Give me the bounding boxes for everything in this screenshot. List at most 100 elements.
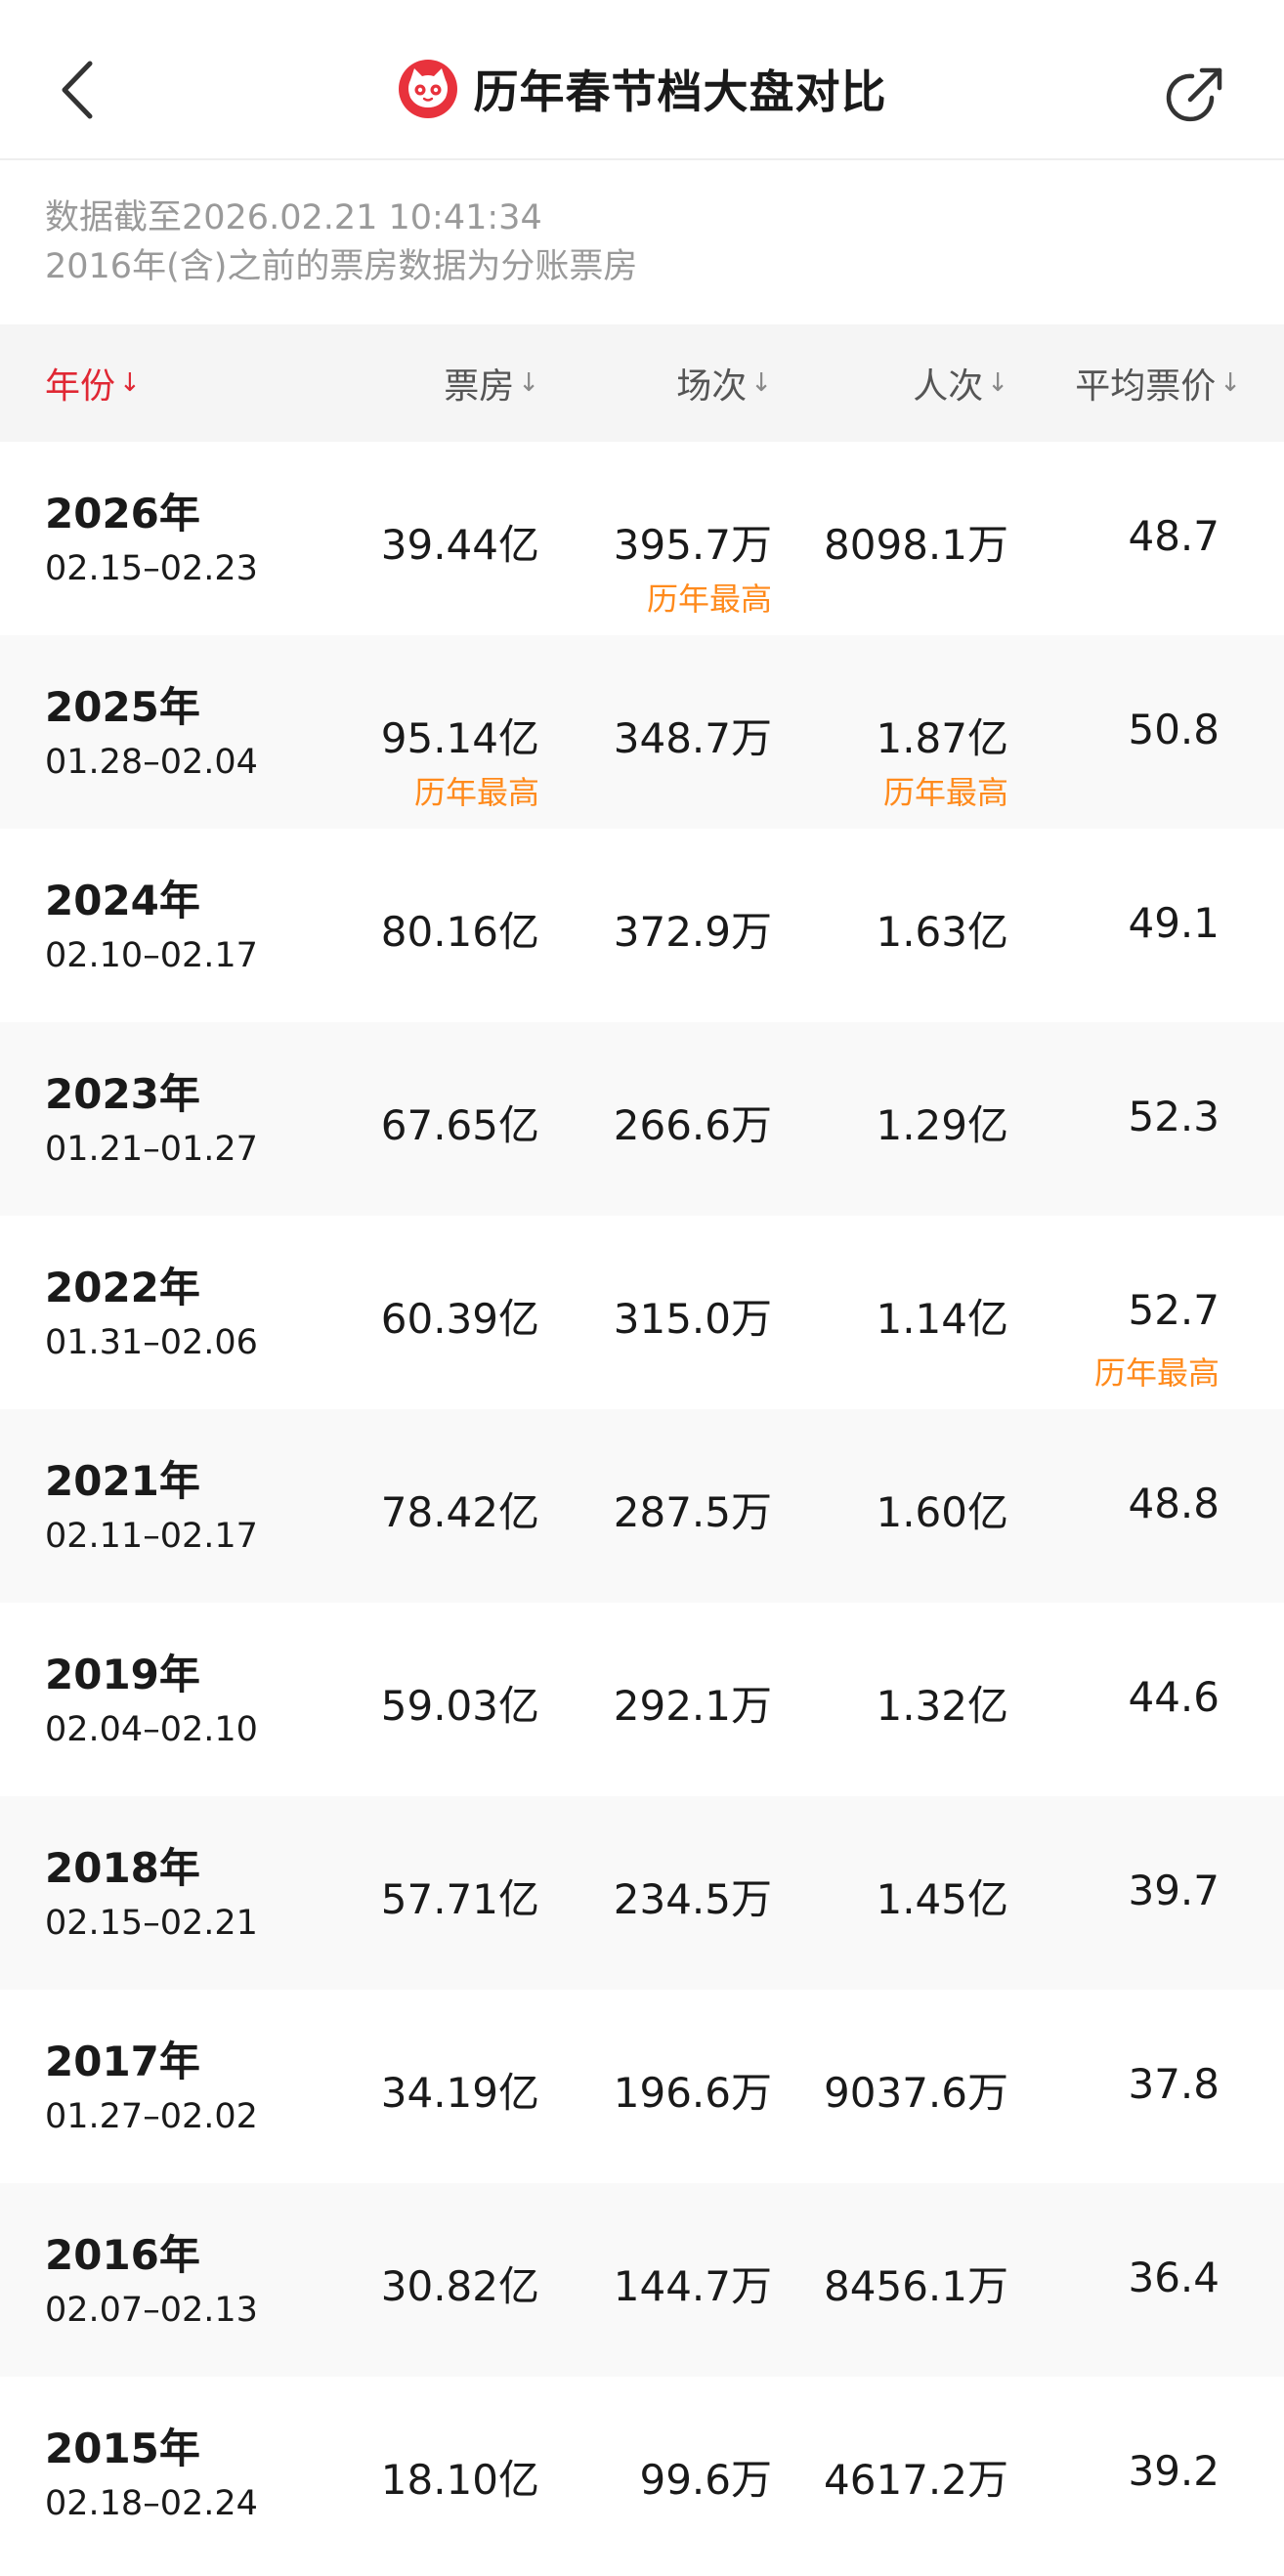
cell-screenings: 372.9万	[613, 908, 772, 956]
cell-box-office: 39.44亿	[380, 521, 539, 569]
data-note: 2016年(含)之前的票房数据为分账票房	[45, 247, 638, 286]
cell-avg-price: 50.8	[1128, 706, 1220, 753]
cell-avg-price: 48.8	[1128, 1480, 1220, 1527]
row-dates: 02.15–02.21	[45, 1904, 258, 1943]
cell-admissions: 1.87亿	[876, 714, 1008, 762]
cell-screenings: 348.7万	[613, 714, 772, 762]
row-year: 2016年	[45, 2231, 200, 2279]
table-row[interactable]: 2016年 02.07–02.13 30.82亿 144.7万 8456.1万 …	[0, 2183, 1284, 2377]
top-bar: 历年春节档大盘对比	[0, 0, 1284, 160]
record-badge: 历年最高	[646, 580, 772, 618]
cell-box-office: 18.10亿	[380, 2456, 539, 2504]
sort-avg-price-button[interactable]: 平均票价 ↓	[1075, 324, 1241, 442]
table-row[interactable]: 2018年 02.15–02.21 57.71亿 234.5万 1.45亿 39…	[0, 1796, 1284, 1990]
sort-arrow-icon: ↓	[987, 368, 1008, 398]
cell-avg-price: 49.1	[1128, 899, 1220, 947]
share-icon	[1166, 67, 1222, 122]
cell-box-office: 95.14亿	[380, 714, 539, 762]
sort-arrow-icon: ↓	[119, 368, 141, 398]
cell-box-office: 59.03亿	[380, 1682, 539, 1730]
row-dates: 01.21–01.27	[45, 1130, 258, 1169]
row-dates: 02.10–02.17	[45, 936, 258, 975]
table-row[interactable]: 2022年 01.31–02.06 60.39亿 315.0万 1.14亿 52…	[0, 1216, 1284, 1409]
cell-box-office: 57.71亿	[380, 1875, 539, 1923]
data-info: 数据截至2026.02.21 10:41:34 2016年(含)之前的票房数据为…	[45, 193, 637, 291]
record-badge: 历年最高	[413, 774, 539, 811]
cell-admissions: 4617.2万	[824, 2456, 1008, 2504]
cell-box-office: 30.82亿	[380, 2262, 539, 2310]
cell-box-office: 34.19亿	[380, 2069, 539, 2117]
cell-admissions: 1.63亿	[876, 908, 1008, 956]
row-year: 2025年	[45, 683, 200, 731]
cell-avg-price: 52.3	[1128, 1093, 1220, 1140]
sort-admissions-button[interactable]: 人次 ↓	[913, 324, 1008, 442]
cell-avg-price: 48.7	[1128, 512, 1220, 560]
row-year: 2017年	[45, 2038, 200, 2085]
cell-admissions: 8098.1万	[824, 521, 1008, 569]
cell-box-office: 78.42亿	[380, 1488, 539, 1536]
back-button[interactable]	[39, 51, 117, 129]
row-dates: 02.18–02.24	[45, 2484, 258, 2523]
cell-avg-price: 37.8	[1128, 2060, 1220, 2108]
row-year: 2015年	[45, 2425, 200, 2472]
cell-admissions: 1.45亿	[876, 1875, 1008, 1923]
row-year: 2018年	[45, 1844, 200, 1892]
row-year: 2022年	[45, 1264, 200, 1311]
column-label-admissions: 人次	[913, 366, 984, 407]
row-year: 2024年	[45, 877, 200, 924]
page-title: 历年春节档大盘对比	[473, 65, 887, 118]
row-year: 2021年	[45, 1457, 200, 1505]
cell-admissions: 8456.1万	[824, 2262, 1008, 2310]
cell-box-office: 80.16亿	[380, 908, 539, 956]
cell-box-office: 60.39亿	[380, 1295, 539, 1343]
table-header: 年份 ↓ 票房 ↓ 场次 ↓ 人次 ↓ 平均票价 ↓	[0, 324, 1284, 442]
row-dates: 02.04–02.10	[45, 1710, 258, 1749]
cell-screenings: 287.5万	[613, 1488, 772, 1536]
cell-admissions: 1.32亿	[876, 1682, 1008, 1730]
cell-screenings: 144.7万	[613, 2262, 772, 2310]
cell-avg-price: 52.7	[1128, 1286, 1220, 1334]
title-group: 历年春节档大盘对比	[0, 55, 1284, 123]
cell-screenings: 395.7万	[613, 521, 772, 569]
table-row[interactable]: 2015年 02.18–02.24 18.10亿 99.6万 4617.2万 3…	[0, 2377, 1284, 2570]
table-row[interactable]: 2021年 02.11–02.17 78.42亿 287.5万 1.60亿 48…	[0, 1409, 1284, 1603]
cell-avg-price: 44.6	[1128, 1673, 1220, 1721]
table-row[interactable]: 2017年 01.27–02.02 34.19亿 196.6万 9037.6万 …	[0, 1990, 1284, 2183]
column-label-avg-price: 平均票价	[1075, 366, 1217, 407]
cell-box-office: 67.65亿	[380, 1101, 539, 1149]
table-row[interactable]: 2026年 02.15–02.23 39.44亿 395.7万 8098.1万 …	[0, 442, 1284, 635]
cell-screenings: 99.6万	[639, 2456, 772, 2504]
row-dates: 02.15–02.23	[45, 549, 258, 588]
chevron-left-icon	[62, 61, 93, 119]
row-dates: 01.28–02.04	[45, 743, 258, 782]
column-label-screenings: 场次	[676, 366, 748, 407]
cell-screenings: 292.1万	[613, 1682, 772, 1730]
sort-screenings-button[interactable]: 场次 ↓	[676, 324, 772, 442]
record-badge: 历年最高	[1093, 1354, 1220, 1392]
column-label-year: 年份	[45, 366, 116, 407]
cell-admissions: 1.60亿	[876, 1488, 1008, 1536]
record-badge: 历年最高	[882, 774, 1008, 811]
table-row[interactable]: 2019年 02.04–02.10 59.03亿 292.1万 1.32亿 44…	[0, 1603, 1284, 1796]
cell-avg-price: 36.4	[1128, 2254, 1220, 2301]
table-body: 2026年 02.15–02.23 39.44亿 395.7万 8098.1万 …	[0, 442, 1284, 2570]
table-row[interactable]: 2023年 01.21–01.27 67.65亿 266.6万 1.29亿 52…	[0, 1022, 1284, 1216]
sort-arrow-icon: ↓	[1220, 368, 1241, 398]
row-year: 2019年	[45, 1651, 200, 1698]
data-timestamp: 数据截至2026.02.21 10:41:34	[45, 198, 542, 237]
cat-logo-icon	[398, 60, 457, 118]
cell-screenings: 315.0万	[613, 1295, 772, 1343]
cell-screenings: 266.6万	[613, 1101, 772, 1149]
sort-box-office-button[interactable]: 票房 ↓	[444, 324, 539, 442]
table-row[interactable]: 2024年 02.10–02.17 80.16亿 372.9万 1.63亿 49…	[0, 829, 1284, 1022]
row-dates: 01.31–02.06	[45, 1323, 258, 1362]
sort-arrow-icon: ↓	[518, 368, 539, 398]
table-row[interactable]: 2025年 01.28–02.04 95.14亿 348.7万 1.87亿 50…	[0, 635, 1284, 829]
cell-admissions: 1.29亿	[876, 1101, 1008, 1149]
cell-admissions: 1.14亿	[876, 1295, 1008, 1343]
share-button[interactable]	[1161, 61, 1229, 129]
row-year: 2026年	[45, 490, 200, 537]
row-dates: 01.27–02.02	[45, 2097, 258, 2136]
row-dates: 02.07–02.13	[45, 2291, 258, 2330]
sort-year-button[interactable]: 年份 ↓	[45, 324, 141, 442]
